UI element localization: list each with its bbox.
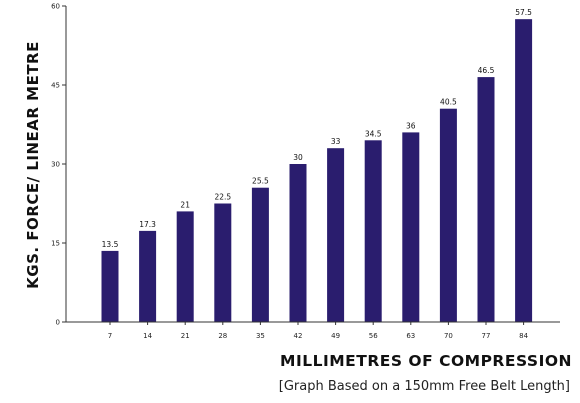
bar-value-label: 17.3 (139, 220, 156, 229)
bar (327, 148, 345, 322)
bar (402, 132, 420, 322)
x-tick-label: 49 (331, 332, 340, 340)
bar-value-label: 30 (293, 153, 303, 162)
x-tick-label: 42 (294, 332, 303, 340)
bar-value-label: 34.5 (365, 129, 382, 138)
bar-value-label: 33 (331, 137, 341, 146)
bar (364, 140, 382, 322)
bar-value-label: 40.5 (440, 98, 457, 107)
chart-note: [Graph Based on a 150mm Free Belt Length… (279, 379, 570, 394)
bar-value-label: 13.5 (102, 240, 119, 249)
bar (477, 77, 495, 322)
bar (439, 108, 457, 322)
y-tick-label: 60 (51, 3, 60, 11)
bar-value-label: 46.5 (478, 66, 495, 75)
x-tick-label: 35 (256, 332, 265, 340)
bar-value-label: 25.5 (252, 177, 269, 186)
y-axis-title: KGS. FORCE/ LINEAR METRE (24, 41, 42, 289)
x-tick-label: 21 (181, 332, 190, 340)
y-axis-ticks: 0 15 30 45 60 (51, 3, 66, 327)
x-axis-title: MILLIMETRES OF COMPRESSION (280, 352, 572, 370)
bar-value-label: 57.5 (515, 8, 532, 17)
bars (101, 19, 533, 323)
bar (289, 164, 307, 322)
bar (515, 19, 533, 323)
x-axis-ticks: 7 14 21 28 35 42 49 56 63 70 77 84 (108, 322, 529, 340)
bar (101, 250, 119, 322)
y-tick-label: 45 (51, 82, 60, 90)
y-tick-label: 30 (51, 161, 60, 169)
bar-value-label: 36 (406, 121, 416, 130)
bar-value-label: 21 (180, 200, 190, 209)
x-tick-label: 7 (108, 332, 112, 340)
bar (251, 187, 269, 322)
x-tick-label: 70 (444, 332, 453, 340)
x-tick-label: 63 (406, 332, 415, 340)
x-tick-label: 14 (143, 332, 152, 340)
x-tick-label: 77 (482, 332, 491, 340)
y-tick-label: 0 (56, 319, 60, 327)
x-tick-label: 84 (519, 332, 528, 340)
y-tick-label: 15 (51, 240, 60, 248)
bar (214, 203, 232, 322)
x-tick-label: 28 (218, 332, 227, 340)
value-labels: 13.5 17.3 21 22.5 25.5 30 33 34.5 36 40.5 46.5 57.5 (102, 8, 533, 249)
bar (176, 211, 194, 322)
bar (139, 230, 157, 322)
bar-value-label: 22.5 (214, 193, 231, 202)
x-tick-label: 56 (369, 332, 378, 340)
